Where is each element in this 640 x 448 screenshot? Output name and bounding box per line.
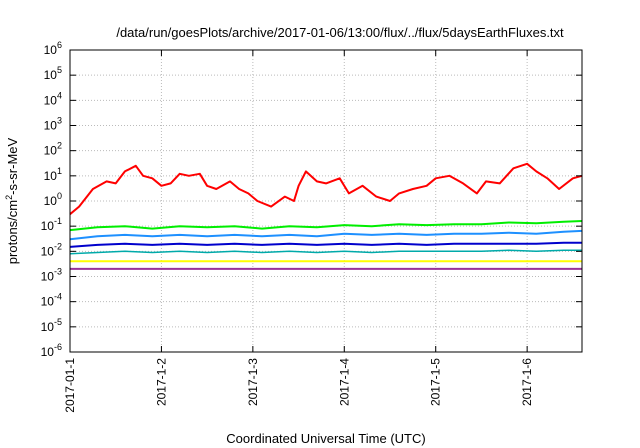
y-tick-label: 101	[44, 166, 62, 183]
x-tick-label: 2017-1-2	[154, 358, 168, 406]
x-axis: 2017-01-1 2017-1-2 2017-1-3 2017-1-4 2017-1-…	[63, 50, 534, 413]
series-lines	[69, 162, 583, 270]
x-tick-label: 2017-1-5	[429, 358, 443, 406]
series-line-1	[69, 220, 583, 232]
y-tick-label: 10-6	[41, 342, 62, 359]
y-tick-label: 10-2	[41, 241, 62, 258]
y-axis-label: protons/cm2-s-sr-MeV	[4, 137, 20, 264]
x-axis-label: Coordinated Universal Time (UTC)	[226, 431, 425, 446]
x-tick-label: 2017-1-6	[520, 358, 534, 406]
y-tick-label: 104	[44, 90, 62, 107]
x-tick-label: 2017-1-4	[337, 358, 351, 406]
series-line-3	[69, 241, 582, 248]
y-tick-label: 10-4	[41, 292, 62, 309]
y-tick-label: 100	[44, 191, 62, 208]
x-tick-label: 2017-01-1	[63, 358, 77, 413]
y-tick-label: 10-5	[41, 317, 62, 334]
series-line-0	[69, 162, 583, 215]
y-tick-label: 103	[44, 116, 62, 133]
x-tick-label: 2017-1-3	[246, 358, 260, 406]
y-tick-label: 10-3	[41, 267, 62, 284]
series-line-2	[69, 229, 583, 241]
chart-title: /data/run/goesPlots/archive/2017-01-06/1…	[116, 25, 564, 40]
y-tick-label: 10-1	[41, 216, 62, 233]
y-tick-label: 105	[44, 65, 62, 82]
series-line-4	[69, 249, 582, 255]
y-axis: 10-6 10-5 10-4 10-3 10-2 10-1 100 101 102 103 104 1…	[41, 40, 582, 359]
grid	[70, 50, 582, 352]
y-tick-label: 106	[44, 40, 62, 57]
y-tick-label: 102	[44, 141, 62, 158]
